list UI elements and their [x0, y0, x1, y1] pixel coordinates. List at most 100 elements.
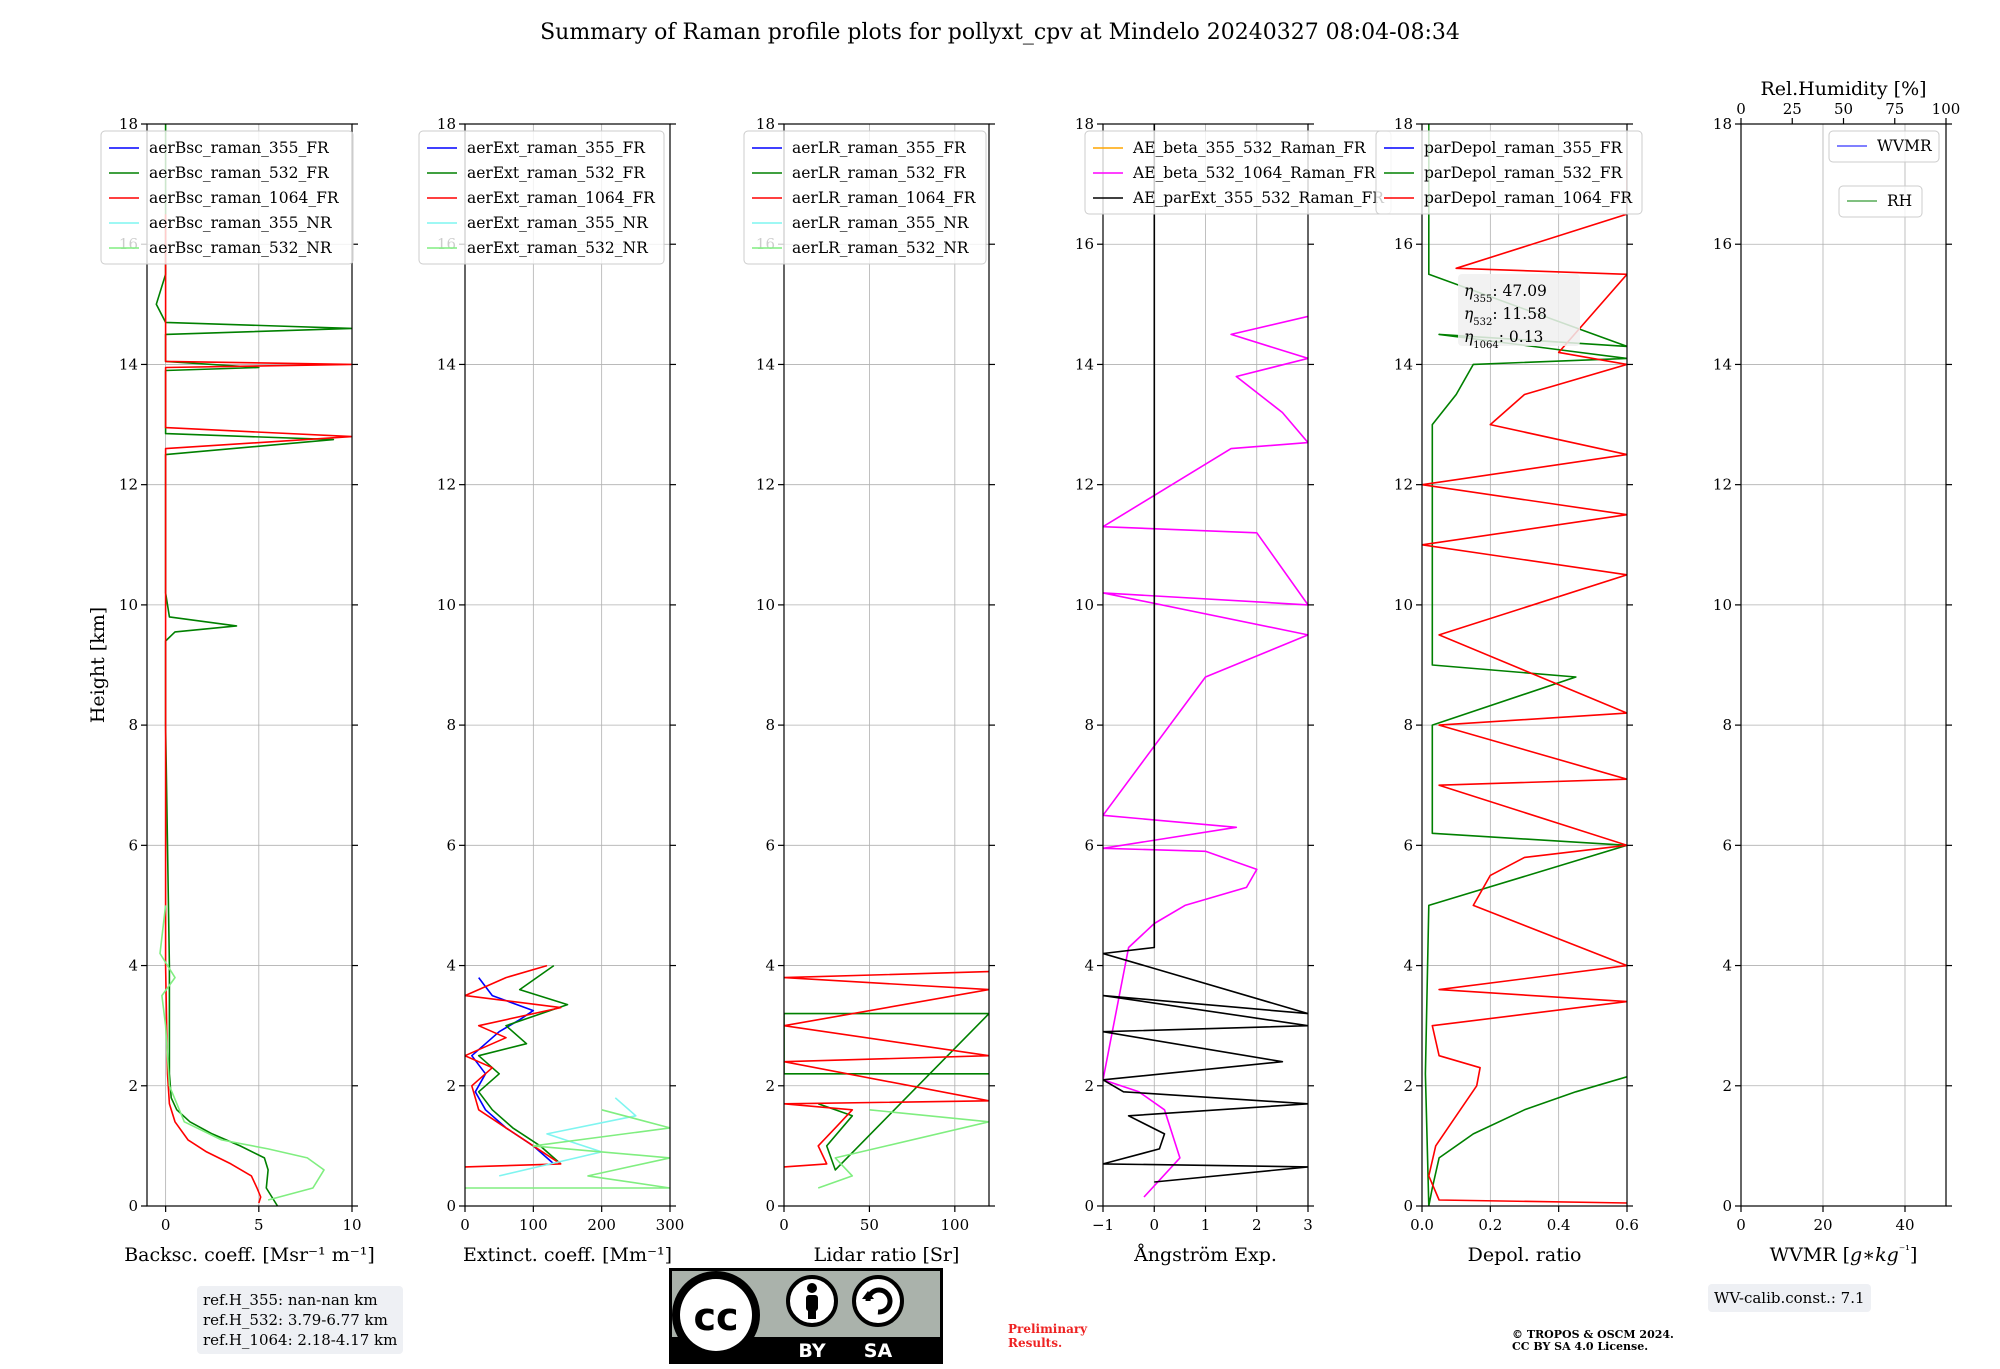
x-tick-label: 200 [587, 1216, 616, 1234]
y-tick-label: 10 [1713, 596, 1732, 614]
y-tick-label: 16 [1394, 235, 1413, 253]
y-tick-label: 16 [1713, 235, 1732, 253]
legend-box [1375, 130, 1643, 215]
figure-title: Summary of Raman profile plots for polly… [540, 20, 1460, 45]
top-x-tick-label: 75 [1885, 100, 1904, 118]
x-tick-label: 0 [161, 1216, 171, 1234]
y-tick-label: 14 [437, 355, 456, 373]
x-tick-label: 2 [1252, 1216, 1262, 1234]
legend-label: aerBsc_raman_355_FR [149, 139, 330, 157]
series-group [465, 964, 670, 1189]
x-tick-label: 0.6 [1615, 1216, 1639, 1234]
series-line-aerBsc_raman_1064_FR [164, 214, 352, 1204]
x-tick-label: 1 [1201, 1216, 1211, 1234]
y-tick-label: 8 [128, 716, 138, 734]
legend: parDepol_raman_355_FR parDepol_raman_532_… [1375, 130, 1643, 215]
legend-label: aerExt_raman_355_NR [467, 214, 649, 232]
legend-label: AE_beta_532_1064_Raman_FR [1132, 164, 1377, 182]
legend-label: aerLR_raman_1064_FR [792, 189, 977, 207]
x-axis-label-part: ∗ [1862, 1244, 1875, 1266]
eta-value: η532: 11.58 [1464, 305, 1547, 328]
legend: aerLR_raman_355_FR aerLR_raman_532_FR aerL… [743, 130, 987, 265]
y-tick-label: 6 [128, 836, 138, 854]
legend-box [418, 130, 665, 265]
plot-frame [1421, 123, 1628, 1207]
y-tick-label: 8 [765, 716, 775, 734]
top-x-tick-label: 50 [1834, 100, 1853, 118]
annotation-box [1458, 274, 1580, 346]
x-axis-label: Extinct. coeff. [Mm⁻¹] [463, 1244, 672, 1266]
legend-wvmr: WVMR [1828, 130, 1940, 163]
y-tick-label: 10 [119, 596, 138, 614]
series-line-aerBsc_raman_532_FR [155, 124, 352, 1206]
x-axis-label: WVMR [g∗kg⁻¹] [1770, 1243, 1918, 1266]
panel-1: 0246810121416180510Backsc. coeff. [Msr⁻¹… [100, 115, 375, 1266]
y-tick-label: 14 [1394, 355, 1413, 373]
series-line-aerLR_raman_532_NR [817, 1109, 989, 1189]
y-tick-label: 0 [128, 1197, 138, 1215]
y-tick-label: 12 [437, 476, 456, 494]
y-tick-label: 0 [765, 1197, 775, 1215]
x-tick-label: 0 [779, 1216, 789, 1234]
legend-label: aerExt_raman_532_NR [467, 239, 649, 257]
eta-value: η355: 47.09 [1464, 282, 1547, 305]
legend-label: aerExt_raman_355_FR [467, 139, 646, 157]
legend-label: WVMR [1877, 137, 1933, 155]
y-tick-label: 0 [1084, 1197, 1094, 1215]
share-alike-icon [852, 1275, 904, 1327]
preliminary-line-1: Preliminary [1008, 1322, 1088, 1336]
cc-logo-icon: cc [672, 1271, 760, 1359]
eta-symbol: η [1464, 282, 1474, 300]
series-line-aerExt_raman_355_NR [499, 1097, 637, 1177]
y-tick-label: 10 [437, 596, 456, 614]
y-tick-label: 10 [1075, 596, 1094, 614]
series-line-aerExt_raman_532_FR [477, 964, 569, 1165]
x-tick-label: 0 [1149, 1216, 1159, 1234]
x-axis-label: Backsc. coeff. [Msr⁻¹ m⁻¹] [124, 1244, 375, 1266]
plot-frame [783, 123, 990, 1207]
eta-wavelength: 532 [1473, 317, 1492, 328]
legend: aerExt_raman_355_FR aerExt_raman_532_FRae… [418, 130, 665, 265]
x-tick-label: 50 [860, 1216, 879, 1234]
y-tick-label: 14 [1075, 355, 1094, 373]
y-tick-label: 14 [1713, 355, 1732, 373]
y-tick-label: 6 [446, 836, 456, 854]
x-axis-label: Ångström Exp. [1133, 1244, 1277, 1266]
y-tick-label: 12 [756, 476, 775, 494]
svg-text:cc: cc [693, 1295, 738, 1339]
y-tick-label: 2 [1722, 1077, 1732, 1095]
y-tick-label: 6 [1722, 836, 1732, 854]
top-x-tick-label: 0 [1736, 100, 1746, 118]
y-tick-label: 2 [1403, 1077, 1413, 1095]
legend-rh: RH [1838, 185, 1923, 218]
series-line-aerExt_raman_1064_FR [465, 964, 562, 1168]
y-tick-label: 8 [1084, 716, 1094, 734]
series-line-aerBsc_raman_532_NR [159, 905, 325, 1201]
series-group [1422, 124, 1627, 1206]
y-tick-label: 4 [765, 957, 775, 975]
legend-label: parDepol_raman_1064_FR [1424, 189, 1633, 207]
ref-height-1064: ref.H_1064: 2.18-4.17 km [203, 1331, 398, 1349]
plot-frame [464, 123, 671, 1207]
x-tick-label: 5 [254, 1216, 264, 1234]
series-line-AE_parExt_355_532_Raman_FR [1103, 124, 1308, 1183]
legend-box [743, 130, 987, 265]
panel-3: 024681012141618050100Lidar ratio [Sr]aer… [743, 115, 995, 1266]
y-tick-label: 12 [1075, 476, 1094, 494]
y-tick-label: 8 [1403, 716, 1413, 734]
y-tick-label: 10 [1394, 596, 1413, 614]
y-tick-label: 0 [1722, 1197, 1732, 1215]
x-tick-label: 0.4 [1547, 1216, 1571, 1234]
x-tick-label: 0 [460, 1216, 470, 1234]
y-tick-label: 8 [446, 716, 456, 734]
series-line-aerLR_raman_1064_FR [784, 970, 989, 1168]
legend-box [1828, 130, 1940, 163]
series-line-AE_beta_532_1064_Raman_FR [1103, 315, 1308, 1198]
x-tick-label: 300 [656, 1216, 685, 1234]
ref-height-532: ref.H_532: 3.79-6.77 km [203, 1311, 388, 1329]
legend-box [100, 130, 354, 265]
y-tick-label: 14 [756, 355, 775, 373]
preliminary-line-2: Results. [1008, 1336, 1063, 1350]
